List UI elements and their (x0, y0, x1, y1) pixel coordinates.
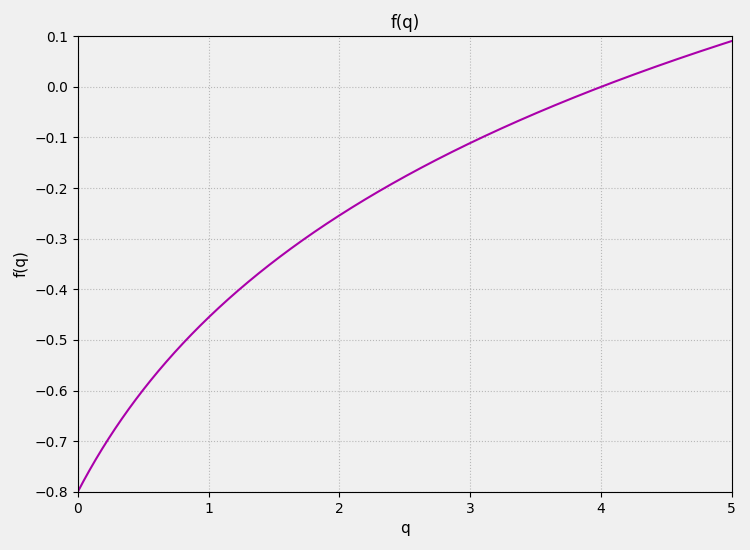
Title: f(q): f(q) (390, 14, 419, 32)
Y-axis label: f(q): f(q) (14, 251, 29, 277)
X-axis label: q: q (400, 521, 410, 536)
